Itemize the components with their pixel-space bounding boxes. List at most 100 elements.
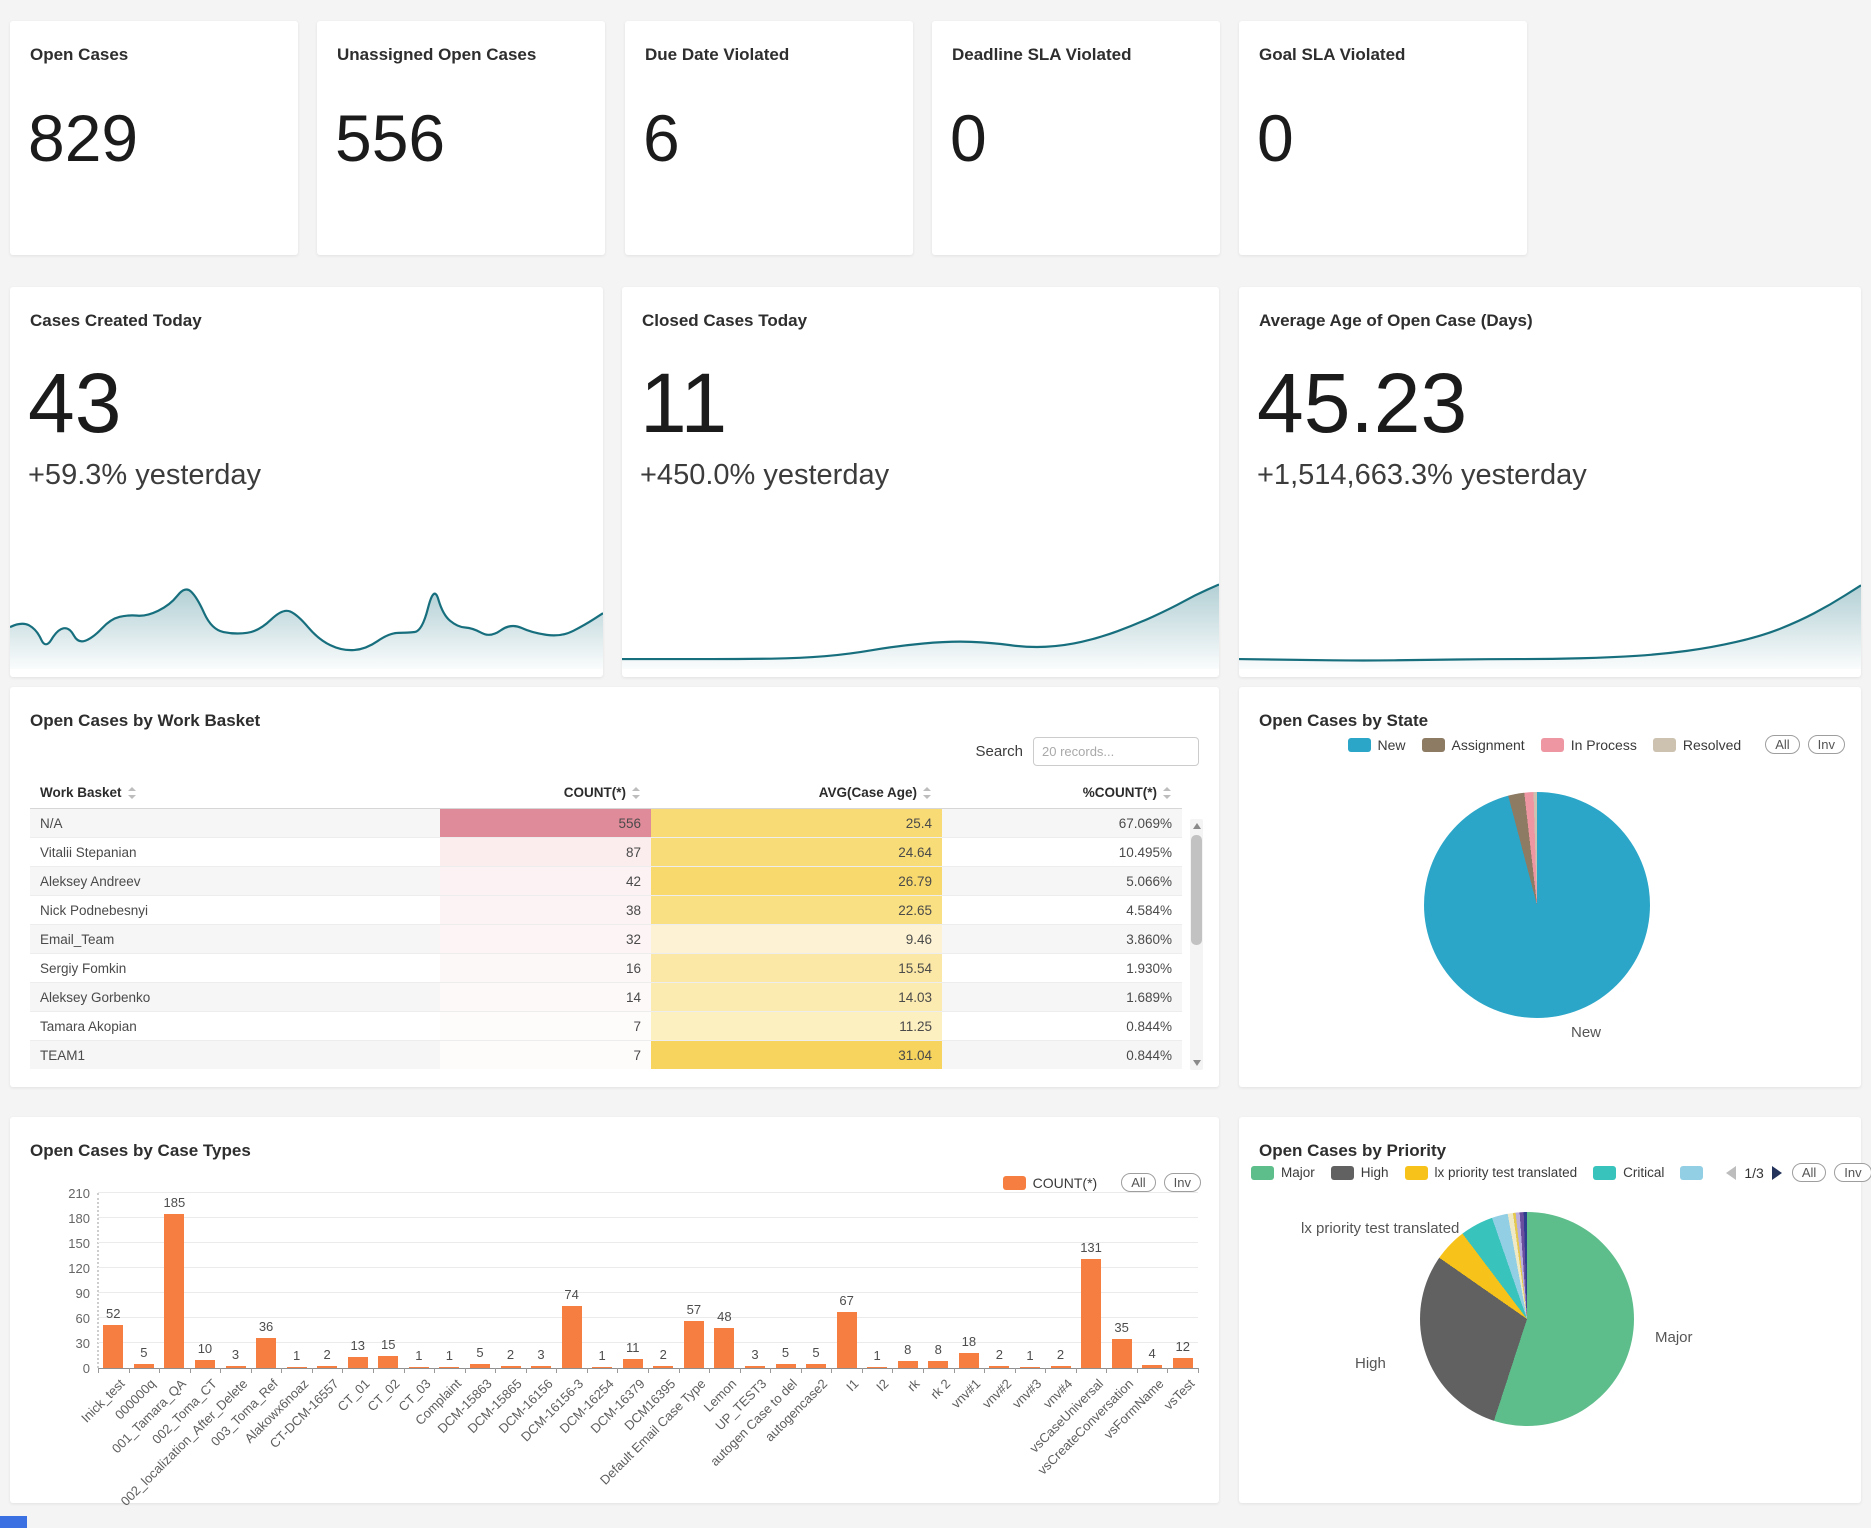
bar-autogencase2[interactable] — [806, 1363, 827, 1368]
bar-DCM-16254[interactable] — [592, 1366, 613, 1368]
table-row[interactable]: N/A 556 25.4 67.069% — [30, 808, 1182, 838]
table-row[interactable]: Sergiy Fomkin 16 15.54 1.930% — [30, 953, 1182, 983]
bar-vnv#2[interactable] — [989, 1366, 1010, 1368]
legend-label: Critical — [1623, 1165, 1665, 1180]
inv-button[interactable]: Inv — [1807, 735, 1845, 754]
table-row[interactable]: Aleksey Gorbenko 14 14.03 1.689% — [30, 982, 1182, 1012]
all-button[interactable]: All — [1791, 1163, 1827, 1182]
bar-000000q[interactable] — [133, 1363, 154, 1368]
bar-CT_03[interactable] — [408, 1366, 429, 1368]
scroll-down-icon[interactable] — [1193, 1060, 1201, 1066]
bar-003_Toma_Ref[interactable] — [256, 1338, 277, 1368]
bar-value-label: 1 — [598, 1347, 606, 1363]
table-row[interactable]: Vitalii Stepanian 87 24.64 10.495% — [30, 837, 1182, 867]
legend-item-new[interactable]: New — [1347, 736, 1406, 753]
inv-button[interactable]: Inv — [1163, 1173, 1201, 1192]
column-header-work-basket[interactable]: Work Basket — [30, 777, 440, 809]
work-basket-cell: Tamara Akopian — [30, 1011, 440, 1041]
sparkline — [10, 574, 603, 669]
bar-vnv#4[interactable] — [1050, 1366, 1071, 1368]
legend-item-high[interactable]: High — [1330, 1165, 1389, 1180]
bar-DCM-15865[interactable] — [500, 1366, 521, 1368]
pct-count-cell: 5.066% — [942, 866, 1182, 896]
bar-Complaint[interactable] — [439, 1366, 460, 1368]
legend-pager: 1/3 — [1726, 1164, 1782, 1181]
bar-002_Toma_CT[interactable] — [194, 1359, 215, 1368]
work-basket-cell: Nick Podnebesnyi — [30, 895, 440, 925]
bar-vsCaseUniversal[interactable] — [1081, 1258, 1102, 1368]
legend-item-critical[interactable]: Critical — [1593, 1165, 1664, 1180]
bar-002_localization_After_Delete[interactable] — [225, 1365, 246, 1368]
legend-item[interactable] — [1680, 1165, 1710, 1180]
table-scrollbar[interactable] — [1190, 819, 1203, 1070]
pager-next-icon[interactable] — [1771, 1165, 1782, 1180]
sort-icon[interactable] — [127, 787, 137, 800]
legend-swatch — [1680, 1165, 1704, 1180]
bar-I1[interactable] — [836, 1312, 857, 1368]
pct-count-cell: 1.930% — [942, 953, 1182, 983]
sort-icon[interactable] — [632, 787, 641, 800]
state-legend: New Assignment In Process Resolved All Inv — [1347, 735, 1845, 754]
column-header-count[interactable]: COUNT(*) — [440, 777, 651, 809]
column-header-pct-count[interactable]: %COUNT(*) — [942, 777, 1182, 809]
legend-item-lx-priority-test-translated[interactable]: lx priority test translated — [1404, 1165, 1577, 1180]
bar-DCM-16156-3[interactable] — [561, 1306, 582, 1368]
bar-DCM16395[interactable] — [653, 1366, 674, 1368]
bar-vsCreateConversation[interactable] — [1111, 1338, 1132, 1368]
scroll-up-icon[interactable] — [1193, 823, 1201, 829]
bar-Inick_test[interactable] — [103, 1324, 124, 1368]
bar-DCM-15863[interactable] — [469, 1363, 490, 1368]
inv-button[interactable]: Inv — [1834, 1163, 1871, 1182]
legend-item-resolved[interactable]: Resolved — [1652, 737, 1741, 753]
table-row[interactable]: TEAM1 7 31.04 0.844% — [30, 1040, 1182, 1069]
search-input[interactable] — [1033, 737, 1199, 766]
x-axis-tick — [159, 1368, 161, 1373]
avg-case-age-cell: 9.46 — [651, 924, 942, 954]
bar-Alakowx6noaz[interactable] — [286, 1366, 307, 1368]
bar-I2[interactable] — [867, 1366, 888, 1368]
bar-DCM-16379[interactable] — [622, 1358, 643, 1368]
bar-autogen Case to del[interactable] — [775, 1363, 796, 1368]
legend-item-in-process[interactable]: In Process — [1540, 737, 1637, 753]
legend-item-count[interactable]: COUNT(*) — [1002, 1175, 1097, 1191]
table-search: Search — [975, 737, 1199, 766]
sort-icon[interactable] — [1163, 787, 1172, 800]
trend-card-closed-cases-today: Closed Cases Today 11 +450.0% yesterday — [622, 287, 1219, 677]
table-row[interactable]: Email_Team 32 9.46 3.860% — [30, 924, 1182, 954]
table-row[interactable]: Aleksey Andreev 42 26.79 5.066% — [30, 866, 1182, 896]
bar-vsFormName[interactable] — [1142, 1364, 1163, 1368]
all-button[interactable]: All — [1765, 735, 1800, 754]
legend-item-major[interactable]: Major — [1251, 1165, 1315, 1180]
bar-CT_01[interactable] — [347, 1357, 368, 1368]
sort-icon[interactable] — [923, 787, 932, 800]
legend-item-assignment[interactable]: Assignment — [1421, 737, 1525, 753]
bar-Default Email Case Type[interactable] — [683, 1320, 704, 1368]
legend-label: New — [1377, 736, 1406, 753]
x-axis-tick — [861, 1368, 863, 1373]
state-pie[interactable] — [1424, 792, 1650, 1018]
bar-CT-DCM-16557[interactable] — [317, 1366, 338, 1368]
bar-vnv#3[interactable] — [1019, 1366, 1040, 1368]
x-axis-tick — [770, 1368, 772, 1373]
bar-Lemon[interactable] — [714, 1328, 735, 1368]
bar-001_Tamara_QA[interactable] — [164, 1213, 185, 1368]
priority-pie[interactable] — [1420, 1212, 1634, 1426]
all-button[interactable]: All — [1121, 1173, 1156, 1192]
work-basket-cell: Email_Team — [30, 924, 440, 954]
pager-page: 1/3 — [1744, 1164, 1764, 1181]
column-header-avg-case-age[interactable]: AVG(Case Age) — [651, 777, 942, 809]
scrollbar-thumb[interactable] — [1191, 835, 1202, 945]
trend-title: Average Age of Open Case (Days) — [1259, 311, 1533, 330]
table-row[interactable]: Nick Podnebesnyi 38 22.65 4.584% — [30, 895, 1182, 925]
bar-DCM-16156[interactable] — [531, 1365, 552, 1368]
x-axis-label: rk — [904, 1376, 923, 1395]
x-axis-tick — [220, 1368, 222, 1373]
table-row[interactable]: Tamara Akopian 7 11.25 0.844% — [30, 1011, 1182, 1041]
bar-UP_TEST3[interactable] — [744, 1365, 765, 1368]
pager-prev-icon[interactable] — [1726, 1165, 1737, 1180]
bar-CT_02[interactable] — [378, 1355, 399, 1368]
bar-vsTest[interactable] — [1172, 1358, 1193, 1368]
bar-rk[interactable] — [897, 1361, 918, 1368]
bar-vnv#1[interactable] — [958, 1353, 979, 1368]
bar-rk 2[interactable] — [928, 1361, 949, 1368]
